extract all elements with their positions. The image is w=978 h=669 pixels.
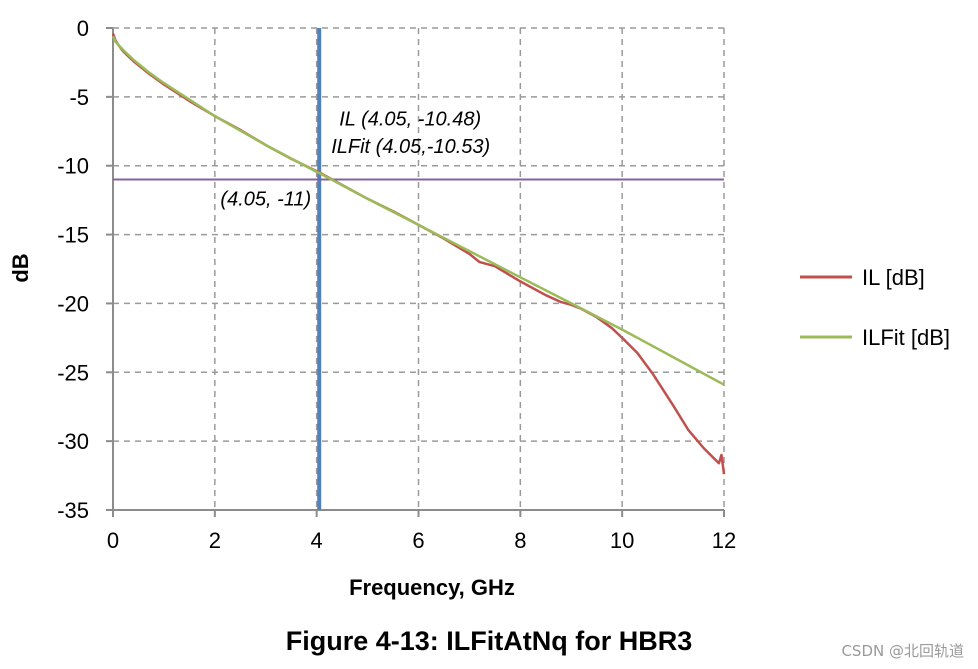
y-tick-label: -25 <box>57 360 89 385</box>
annotation-label: ILFit (4.05,-10.53) <box>331 136 490 158</box>
y-tick-label: 0 <box>77 16 89 41</box>
x-tick-label: 2 <box>209 528 221 553</box>
y-axis-title: dB <box>8 253 33 282</box>
y-tick-label: -10 <box>57 154 89 179</box>
chart: IL (4.05, -10.48) ILFit (4.05,-10.53) (4.0… <box>8 16 950 600</box>
x-tick-label: 0 <box>107 528 119 553</box>
reference-lines <box>113 28 724 510</box>
x-tick-label: 10 <box>610 528 634 553</box>
y-tick-label: -30 <box>57 429 89 454</box>
y-tick-label: -35 <box>57 498 89 523</box>
x-tick-label: 4 <box>311 528 323 553</box>
series-group <box>111 33 726 475</box>
watermark: CSDN @北回轨道 <box>841 642 964 660</box>
figure-caption: Figure 4-13: ILFitAtNq for HBR3 <box>285 626 693 656</box>
axes <box>106 27 725 517</box>
annotation-label: (4.05, -11) <box>220 188 311 210</box>
legend: IL [dB] ILFit [dB] <box>800 265 950 350</box>
x-axis-title: Frequency, GHz <box>349 575 515 600</box>
y-tick-label: -5 <box>69 85 89 110</box>
grid <box>113 27 725 510</box>
annotations: IL (4.05, -10.48) ILFit (4.05,-10.53) (4.0… <box>220 108 490 210</box>
legend-label: ILFit [dB] <box>862 325 950 350</box>
y-tick-label: -15 <box>57 223 89 248</box>
x-tick-label: 8 <box>514 528 526 553</box>
x-tick-label: 12 <box>712 528 736 553</box>
legend-label: IL [dB] <box>862 265 925 290</box>
series-line-ilfit <box>111 35 725 386</box>
y-tick-label: -20 <box>57 291 89 316</box>
annotation-label: IL (4.05, -10.48) <box>339 108 481 130</box>
tick-labels: 0 2 4 6 8 10 12 0 -5 -10 -15 -20 -25 -30 -35 <box>57 16 736 553</box>
x-tick-label: 6 <box>412 528 424 553</box>
